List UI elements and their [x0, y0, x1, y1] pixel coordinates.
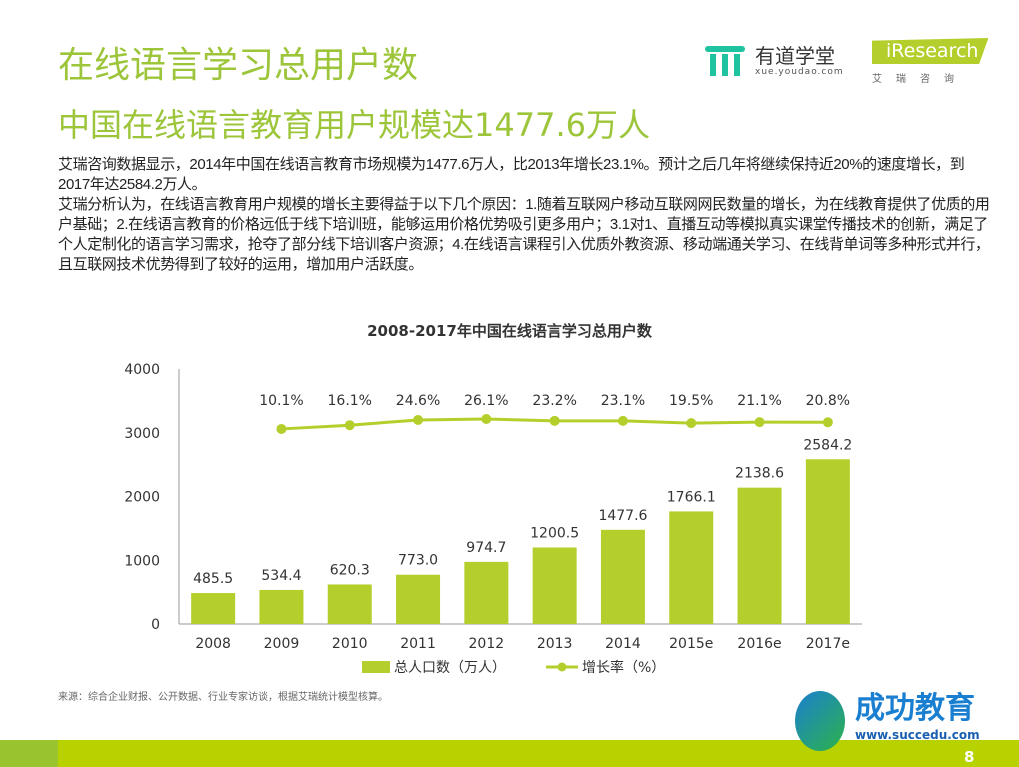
body-text: 艾瑞咨询数据显示，2014年中国在线语言教育市场规模为1477.6万人，比201…	[58, 155, 993, 275]
bar-label: 534.4	[261, 568, 301, 584]
bar-label: 485.5	[193, 571, 233, 587]
bar	[669, 511, 714, 624]
succedu-logo: 成功教育 www.succedu.com	[790, 686, 1000, 751]
legend-item-users: 总人口数（万人）	[362, 657, 506, 677]
footer-bar	[0, 740, 1019, 767]
y-tick-label: 0	[151, 617, 160, 633]
legend: 总人口数（万人） 增长率（%）	[362, 657, 665, 677]
page-title: 在线语言学习总用户数	[58, 45, 419, 86]
bar	[191, 593, 236, 624]
bar	[532, 547, 577, 624]
growth-point	[344, 420, 355, 431]
growth-label: 10.1%	[259, 393, 303, 409]
y-tick-label: 4000	[124, 362, 160, 378]
x-tick-label: 2014	[605, 636, 641, 652]
x-tick-label: 2012	[469, 636, 505, 652]
page-number: 8	[964, 748, 975, 766]
growth-label: 26.1%	[464, 393, 508, 409]
bar	[259, 589, 304, 624]
bar-label: 1766.1	[667, 489, 716, 505]
x-tick-label: 2015e	[669, 636, 713, 652]
paragraph: 艾瑞分析认为，在线语言教育用户规模的增长主要得益于以下几个原因：1.随着互联网户…	[58, 196, 990, 273]
x-tick-label: 2013	[537, 636, 573, 652]
growth-point	[822, 417, 833, 428]
legend-line-swatch	[546, 662, 578, 672]
y-tick-label: 2000	[124, 490, 160, 506]
y-tick-label: 3000	[124, 426, 160, 442]
iresearch-logo: iResearch 艾瑞咨询	[872, 38, 989, 85]
bar	[327, 584, 372, 624]
legend-label: 总人口数（万人）	[394, 660, 506, 676]
pillar-icon	[705, 46, 745, 76]
bar	[600, 529, 645, 624]
growth-point	[617, 415, 628, 426]
bar	[737, 487, 782, 624]
y-tick-label: 1000	[124, 553, 160, 569]
succedu-url: www.succedu.com	[855, 728, 980, 742]
succedu-name: 成功教育	[855, 691, 975, 726]
bar-label: 1477.6	[598, 508, 647, 524]
growth-point	[754, 417, 765, 428]
bar-label: 1200.5	[530, 525, 579, 541]
bar	[805, 459, 850, 624]
growth-label: 16.1%	[328, 393, 372, 409]
youdao-name: 有道学堂	[755, 44, 835, 68]
growth-label: 20.8%	[806, 393, 850, 409]
iresearch-cn: 艾瑞咨询	[872, 74, 968, 85]
growth-point	[276, 423, 287, 434]
bar-label: 2584.2	[803, 437, 852, 453]
legend-item-growth: 增长率（%）	[546, 657, 665, 677]
legend-label: 增长率（%）	[582, 660, 666, 676]
x-tick-label: 2009	[264, 636, 300, 652]
growth-label: 24.6%	[396, 393, 440, 409]
bar-label: 773.0	[398, 553, 438, 569]
growth-point	[481, 414, 492, 425]
growth-point	[686, 418, 697, 429]
bar-label: 2138.6	[735, 466, 784, 482]
source-note: 来源：综合企业财报、公开数据、行业专家访谈，根据艾瑞统计模型核算。	[58, 692, 388, 703]
growth-point	[549, 415, 560, 426]
x-tick-label: 2016e	[737, 636, 781, 652]
page-subtitle: 中国在线语言教育用户规模达1477.6万人	[58, 106, 650, 144]
x-tick-label: 2008	[195, 636, 231, 652]
growth-label: 21.1%	[737, 393, 781, 409]
growth-label: 19.5%	[669, 393, 713, 409]
bar	[464, 561, 509, 624]
growth-label: 23.2%	[532, 393, 576, 409]
iresearch-name: iResearch	[872, 38, 989, 64]
bar-label: 974.7	[466, 540, 506, 556]
growth-label: 23.1%	[601, 393, 645, 409]
bar-label: 620.3	[330, 562, 370, 578]
youdao-logo: 有道学堂 xue.youdao.com	[705, 45, 844, 77]
chart-title: 2008-2017年中国在线语言学习总用户数	[367, 322, 652, 340]
bar	[396, 574, 441, 624]
x-tick-label: 2010	[332, 636, 368, 652]
legend-bar-swatch	[362, 661, 390, 673]
x-tick-label: 2017e	[806, 636, 850, 652]
paragraph: 艾瑞咨询数据显示，2014年中国在线语言教育市场规模为1477.6万人，比201…	[58, 156, 965, 193]
runner-icon	[795, 691, 845, 751]
x-tick-label: 2011	[400, 636, 436, 652]
youdao-url: xue.youdao.com	[755, 67, 844, 77]
growth-point	[413, 414, 424, 425]
